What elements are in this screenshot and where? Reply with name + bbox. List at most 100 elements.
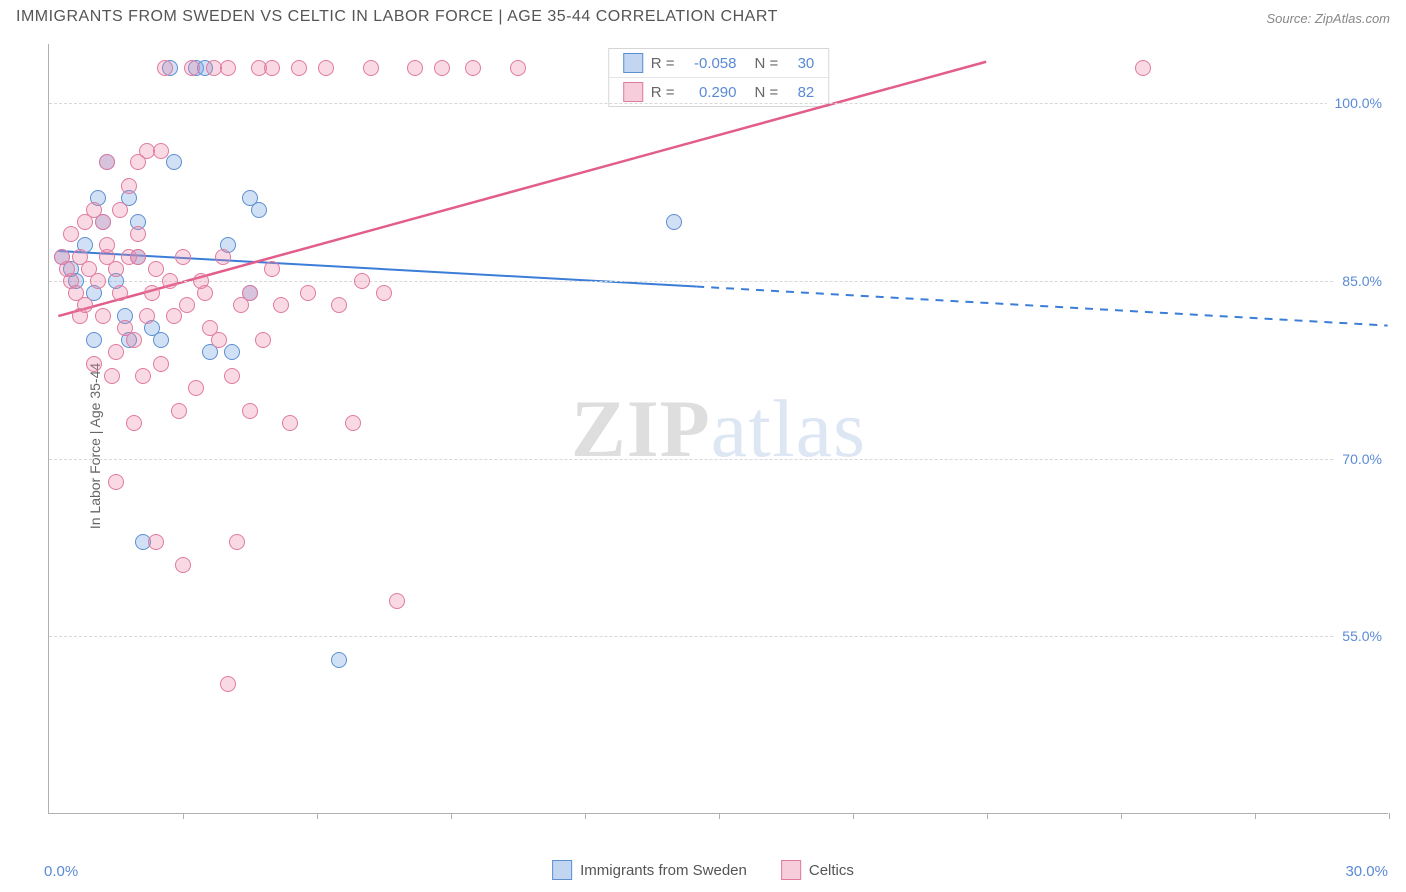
data-point bbox=[99, 237, 115, 253]
title-bar: IMMIGRANTS FROM SWEDEN VS CELTIC IN LABO… bbox=[0, 0, 1406, 32]
data-point bbox=[242, 403, 258, 419]
data-point bbox=[224, 344, 240, 360]
data-point bbox=[121, 178, 137, 194]
x-tick-mark bbox=[1389, 813, 1390, 819]
data-point bbox=[211, 332, 227, 348]
x-axis-max-label: 30.0% bbox=[1345, 863, 1388, 880]
data-point bbox=[354, 273, 370, 289]
data-point bbox=[242, 285, 258, 301]
data-point bbox=[135, 368, 151, 384]
data-point bbox=[153, 356, 169, 372]
data-point bbox=[153, 332, 169, 348]
source-label: Source: ZipAtlas.com bbox=[1266, 11, 1390, 26]
gridline bbox=[49, 103, 1388, 104]
data-point bbox=[345, 415, 361, 431]
n-label: N = bbox=[755, 55, 779, 72]
correlation-chart: ZIPatlas R = -0.058 N = 30R = 0.290 N = 82 100… bbox=[48, 44, 1388, 814]
data-point bbox=[144, 285, 160, 301]
legend-item: Celtics bbox=[781, 860, 854, 880]
data-point bbox=[291, 60, 307, 76]
data-point bbox=[434, 60, 450, 76]
data-point bbox=[99, 154, 115, 170]
data-point bbox=[130, 249, 146, 265]
data-point bbox=[465, 60, 481, 76]
watermark: ZIPatlas bbox=[571, 382, 866, 476]
data-point bbox=[108, 474, 124, 490]
data-point bbox=[126, 332, 142, 348]
data-point bbox=[86, 332, 102, 348]
data-point bbox=[148, 261, 164, 277]
n-value: 30 bbox=[786, 55, 814, 72]
x-tick-mark bbox=[1255, 813, 1256, 819]
y-tick-label: 85.0% bbox=[1334, 273, 1388, 289]
trendlines-overlay bbox=[49, 44, 1388, 813]
r-value: -0.058 bbox=[683, 55, 737, 72]
x-tick-mark bbox=[183, 813, 184, 819]
data-point bbox=[108, 344, 124, 360]
data-point bbox=[407, 60, 423, 76]
r-label: R = bbox=[651, 55, 675, 72]
data-point bbox=[166, 154, 182, 170]
data-point bbox=[215, 249, 231, 265]
data-point bbox=[282, 415, 298, 431]
data-point bbox=[104, 368, 120, 384]
data-point bbox=[666, 214, 682, 230]
data-point bbox=[171, 403, 187, 419]
data-point bbox=[197, 285, 213, 301]
data-point bbox=[264, 261, 280, 277]
data-point bbox=[331, 297, 347, 313]
data-point bbox=[179, 297, 195, 313]
gridline bbox=[49, 459, 1388, 460]
data-point bbox=[1135, 60, 1151, 76]
legend-label: Immigrants from Sweden bbox=[580, 862, 747, 879]
data-point bbox=[90, 273, 106, 289]
data-point bbox=[108, 261, 124, 277]
x-tick-mark bbox=[451, 813, 452, 819]
data-point bbox=[148, 534, 164, 550]
data-point bbox=[251, 202, 267, 218]
stats-row: R = -0.058 N = 30 bbox=[609, 49, 829, 78]
data-point bbox=[175, 557, 191, 573]
x-tick-mark bbox=[853, 813, 854, 819]
watermark-bold: ZIP bbox=[571, 383, 711, 474]
x-axis-min-label: 0.0% bbox=[44, 863, 78, 880]
legend-swatch bbox=[781, 860, 801, 880]
data-point bbox=[273, 297, 289, 313]
gridline bbox=[49, 636, 1388, 637]
legend-swatch bbox=[623, 82, 643, 102]
data-point bbox=[162, 273, 178, 289]
x-tick-mark bbox=[585, 813, 586, 819]
data-point bbox=[86, 356, 102, 372]
data-point bbox=[130, 226, 146, 242]
watermark-rest: atlas bbox=[711, 383, 866, 474]
x-tick-mark bbox=[987, 813, 988, 819]
data-point bbox=[318, 60, 334, 76]
legend-item: Immigrants from Sweden bbox=[552, 860, 747, 880]
data-point bbox=[331, 652, 347, 668]
legend-label: Celtics bbox=[809, 862, 854, 879]
y-tick-label: 70.0% bbox=[1334, 451, 1388, 467]
data-point bbox=[229, 534, 245, 550]
data-point bbox=[184, 60, 200, 76]
legend-swatch bbox=[552, 860, 572, 880]
n-value: 82 bbox=[786, 84, 814, 101]
data-point bbox=[389, 593, 405, 609]
data-point bbox=[95, 308, 111, 324]
correlation-stats-legend: R = -0.058 N = 30R = 0.290 N = 82 bbox=[608, 48, 830, 107]
data-point bbox=[126, 415, 142, 431]
data-point bbox=[220, 676, 236, 692]
data-point bbox=[63, 226, 79, 242]
data-point bbox=[130, 154, 146, 170]
data-point bbox=[220, 60, 236, 76]
data-point bbox=[255, 332, 271, 348]
data-point bbox=[363, 60, 379, 76]
y-tick-label: 100.0% bbox=[1327, 95, 1388, 111]
data-point bbox=[166, 308, 182, 324]
data-point bbox=[175, 249, 191, 265]
gridline bbox=[49, 281, 1388, 282]
x-tick-mark bbox=[1121, 813, 1122, 819]
chart-title: IMMIGRANTS FROM SWEDEN VS CELTIC IN LABO… bbox=[16, 8, 778, 26]
r-value: 0.290 bbox=[683, 84, 737, 101]
legend-swatch bbox=[623, 53, 643, 73]
data-point bbox=[300, 285, 316, 301]
